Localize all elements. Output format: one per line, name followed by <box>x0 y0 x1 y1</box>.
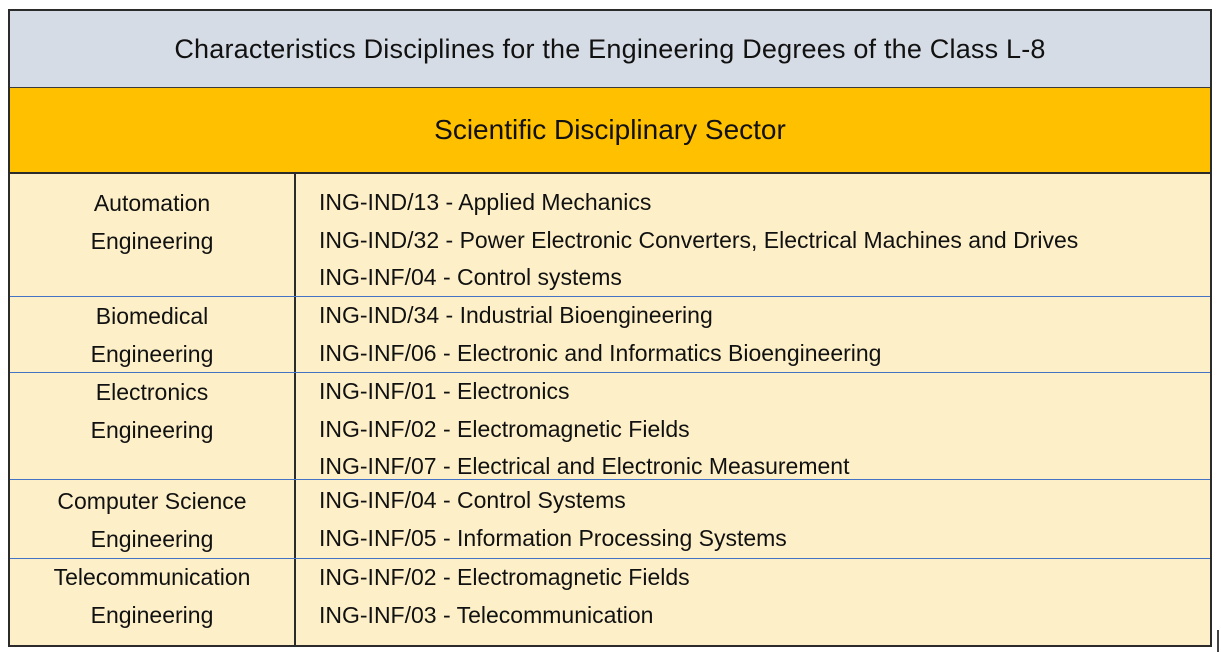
sector-code-item: ING-INF/01 - Electronics <box>319 378 570 404</box>
table-row-automation: Automation Engineering ING-IND/13 - Appl… <box>10 174 1210 297</box>
sector-code-item: ING-INF/02 - Electromagnetic Fields <box>319 564 690 590</box>
degree-name-line: Computer Science <box>57 488 247 514</box>
sector-code-item: ING-INF/04 - Control systems <box>319 264 622 290</box>
degree-name-line: Automation <box>93 190 211 216</box>
sector-codes: ING-INF/01 - Electronics ING-INF/02 - El… <box>319 373 849 486</box>
degree-name-line: Engineering <box>90 340 214 367</box>
table-body: Automation Engineering ING-IND/13 - Appl… <box>10 174 1210 647</box>
sector-header: Scientific Disciplinary Sector <box>10 88 1210 174</box>
degree-name: Electronics Engineering <box>10 373 294 449</box>
degree-name: Telecommunication Engineering <box>10 559 294 634</box>
table-row-electronics: Electronics Engineering ING-INF/01 - Ele… <box>10 373 1210 480</box>
sector-codes: ING-INF/04 - Control Systems ING-INF/05 … <box>319 480 787 557</box>
table-title: Characteristics Disciplines for the Engi… <box>10 11 1210 88</box>
degree-name-line: Electronics <box>95 379 209 405</box>
sector-code-item: ING-INF/06 - Electronic and Informatics … <box>319 339 882 366</box>
column-divider <box>294 174 296 647</box>
degree-name-line: Engineering <box>90 227 214 254</box>
table-row-biomedical: Biomedical Engineering ING-IND/34 - Indu… <box>10 297 1210 373</box>
sector-code-item: ING-IND/32 - Power Electronic Converters… <box>319 226 1079 253</box>
degree-name-line: Engineering <box>90 525 214 552</box>
degree-name-line: Biomedical <box>95 303 209 329</box>
sector-code-item: ING-INF/07 - Electrical and Electronic M… <box>319 453 850 479</box>
sector-codes: ING-IND/13 - Applied Mechanics ING-IND/3… <box>319 174 1078 297</box>
degree-name: Biomedical Engineering <box>10 297 294 373</box>
sector-code-item: ING-INF/02 - Electromagnetic Fields <box>319 415 690 442</box>
disciplines-table: Characteristics Disciplines for the Engi… <box>8 9 1212 647</box>
degree-name-line: Engineering <box>90 416 214 443</box>
edge-artifact-line <box>1217 630 1219 652</box>
sector-code-item: ING-INF/04 - Control Systems <box>319 487 626 513</box>
degree-name: Computer Science Engineering <box>10 480 294 558</box>
sector-codes: ING-IND/34 - Industrial Bioengineering I… <box>319 297 881 372</box>
degree-name-line: Engineering <box>90 601 214 628</box>
degree-name-line: Telecommunication <box>53 564 251 590</box>
table-row-telecommunication: Telecommunication Engineering ING-INF/02… <box>10 559 1210 647</box>
sector-code-item: ING-INF/05 - Information Processing Syst… <box>319 524 787 551</box>
sector-code-item: ING-IND/13 - Applied Mechanics <box>319 189 652 215</box>
degree-name: Automation Engineering <box>10 174 294 260</box>
sector-code-item: ING-INF/03 - Telecommunication <box>319 601 654 628</box>
table-row-computer-science: Computer Science Engineering ING-INF/04 … <box>10 480 1210 559</box>
sector-code-item: ING-IND/34 - Industrial Bioengineering <box>319 302 713 328</box>
sector-codes: ING-INF/02 - Electromagnetic Fields ING-… <box>319 559 690 634</box>
